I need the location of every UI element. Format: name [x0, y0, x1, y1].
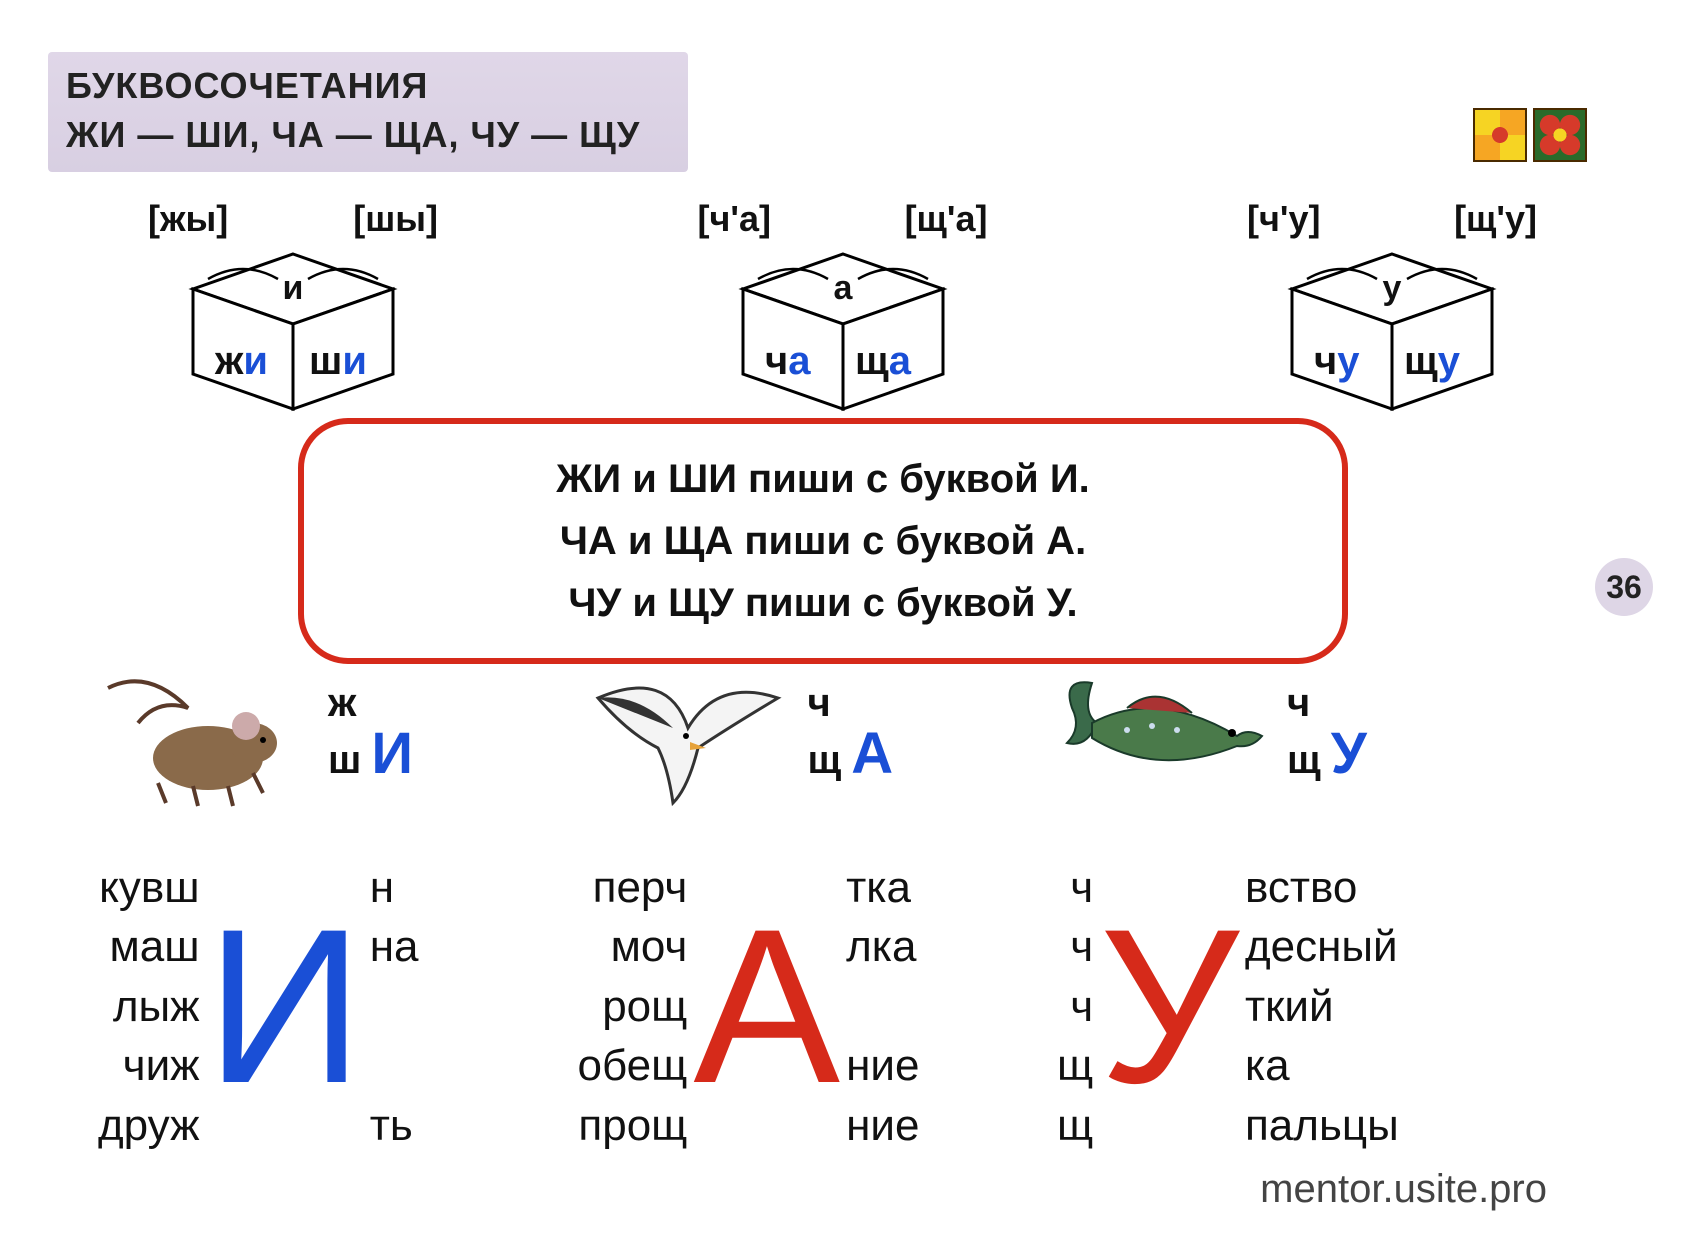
watermark: mentor.usite.pro: [1260, 1167, 1547, 1212]
svg-text:жи: жи: [214, 339, 268, 383]
big-letter: И: [371, 721, 413, 786]
word-part: [370, 977, 419, 1036]
rule-line: ЧА и ЩА пиши с буквой А.: [364, 510, 1282, 572]
svg-text:и: и: [283, 269, 304, 307]
phonetic-right: [щ'а]: [905, 198, 988, 240]
phonetic-right: [шы]: [353, 198, 438, 240]
word-part: н: [370, 858, 419, 917]
page-content: БУКВОСОЧЕТАНИЯ ЖИ — ШИ, ЧА — ЩА, ЧУ — ЩУ…: [38, 38, 1647, 1220]
word-part: кувш: [98, 858, 200, 917]
word-part: обещ: [578, 1036, 688, 1095]
word-part: ткий: [1245, 977, 1399, 1036]
cube-block: [ч'а] [щ'а] а ча ща: [678, 198, 1008, 414]
word-part: пальцы: [1245, 1096, 1399, 1155]
word-part: лка: [846, 917, 919, 976]
word-part: перч: [578, 858, 688, 917]
small-letter: ш: [328, 738, 361, 782]
cube-icon: у чу щу: [1262, 244, 1522, 414]
word-part: чиж: [98, 1036, 200, 1095]
small-letter: ж: [328, 681, 356, 725]
big-insert-letter: И: [206, 907, 364, 1105]
word-part: [846, 977, 919, 1036]
mid-block: ч щА: [578, 658, 1038, 808]
cube-icon: и жи ши: [163, 244, 423, 414]
word-part: лыж: [98, 977, 200, 1036]
cubes-row: [жы] [шы] и жи ши [ч'а] [щ'а]: [128, 198, 1557, 414]
phonetic-right: [щ'у]: [1454, 198, 1537, 240]
word-part: на: [370, 917, 419, 976]
flower-icon: [1473, 108, 1527, 162]
small-letter: щ: [1287, 738, 1321, 782]
svg-text:у: у: [1383, 269, 1402, 307]
word-column: перч моч рощ обещ прощ А тка лка ние ние: [578, 858, 1038, 1155]
word-part: ние: [846, 1096, 919, 1155]
page-number: 36: [1595, 558, 1653, 616]
word-part: маш: [98, 917, 200, 976]
flower-icons: [1473, 108, 1587, 162]
svg-text:ща: ща: [855, 339, 912, 383]
small-letter: ч: [808, 681, 831, 725]
mid-block: ж шИ: [98, 658, 558, 808]
flower-icon: [1533, 108, 1587, 162]
word-part: ч: [1057, 858, 1093, 917]
title-line-1: БУКВОСОЧЕТАНИЯ: [66, 62, 670, 111]
mid-block: ч щУ: [1057, 658, 1517, 808]
word-part: ч: [1057, 977, 1093, 1036]
cube-block: [жы] [шы] и жи ши: [128, 198, 458, 414]
title-line-2: ЖИ — ШИ, ЧА — ЩА, ЧУ — ЩУ: [66, 111, 670, 160]
svg-text:щу: щу: [1404, 339, 1461, 383]
big-letter: У: [1331, 721, 1367, 786]
word-part: ние: [846, 1036, 919, 1095]
seagull-icon: [578, 658, 788, 808]
rule-line: ЧУ и ЩУ пиши с буквой У.: [364, 572, 1282, 634]
word-part: вство: [1245, 858, 1399, 917]
word-part: [370, 1036, 419, 1095]
big-insert-letter: А: [693, 907, 840, 1105]
word-part: щ: [1057, 1096, 1093, 1155]
word-part: друж: [98, 1096, 200, 1155]
word-column: ч ч ч щ щ У вство десный ткий ка пальцы: [1057, 858, 1517, 1155]
phonetic-left: [ч'у]: [1247, 198, 1320, 240]
cube-block: [ч'у] [щ'у] у чу щу: [1227, 198, 1557, 414]
word-part: рощ: [578, 977, 688, 1036]
word-part: ть: [370, 1096, 419, 1155]
mouse-icon: [98, 658, 308, 808]
word-part: десный: [1245, 917, 1399, 976]
cube-icon: а ча ща: [713, 244, 973, 414]
big-insert-letter: У: [1099, 907, 1239, 1105]
title-band: БУКВОСОЧЕТАНИЯ ЖИ — ШИ, ЧА — ЩА, ЧУ — ЩУ: [48, 52, 688, 172]
svg-text:ча: ча: [765, 339, 811, 383]
word-part: ка: [1245, 1036, 1399, 1095]
word-part: щ: [1057, 1036, 1093, 1095]
phonetic-left: [жы]: [148, 198, 228, 240]
word-column: кувш маш лыж чиж друж И н на ть: [98, 858, 558, 1155]
word-part: тка: [846, 858, 919, 917]
small-letter: ч: [1287, 681, 1310, 725]
pike-fish-icon: [1057, 658, 1267, 808]
mid-row: ж шИ ч щА ч: [98, 658, 1517, 808]
svg-text:а: а: [833, 269, 853, 307]
rule-box: ЖИ и ШИ пиши с буквой И. ЧА и ЩА пиши с …: [298, 418, 1348, 664]
word-part: моч: [578, 917, 688, 976]
word-part: ч: [1057, 917, 1093, 976]
phonetic-left: [ч'а]: [698, 198, 771, 240]
words-row: кувш маш лыж чиж друж И н на ть перч моч…: [98, 858, 1517, 1155]
big-letter: А: [851, 721, 893, 786]
rule-line: ЖИ и ШИ пиши с буквой И.: [364, 448, 1282, 510]
word-part: прощ: [578, 1096, 688, 1155]
svg-text:чу: чу: [1314, 339, 1360, 383]
svg-text:ши: ши: [309, 339, 367, 383]
small-letter: щ: [808, 738, 842, 782]
